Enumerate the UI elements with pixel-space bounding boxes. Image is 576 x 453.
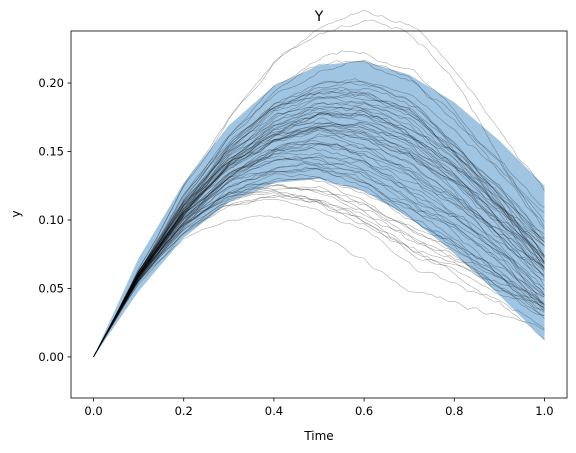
sample-path-line xyxy=(93,125,545,358)
axes-frame xyxy=(70,30,568,399)
sample-path-line xyxy=(93,125,545,358)
y-axis-label: y xyxy=(9,210,23,217)
sample-path-line xyxy=(93,81,545,358)
chart-title: Y xyxy=(314,9,324,25)
sample-path-line xyxy=(93,59,545,358)
y-tick-label: 0.20 xyxy=(38,76,64,90)
sample-path-line xyxy=(93,130,545,358)
sample-path-line xyxy=(93,133,545,358)
sample-path-line xyxy=(93,106,545,358)
sample-path-line xyxy=(93,163,545,358)
sample-path-line xyxy=(93,90,545,358)
sample-path-line xyxy=(93,198,545,358)
sample-path-line xyxy=(93,96,545,358)
sample-path-line xyxy=(93,111,545,358)
x-tick-label: 0.4 xyxy=(265,404,283,418)
x-tick-label: 1.0 xyxy=(535,404,553,418)
x-tick-label: 0.0 xyxy=(84,404,102,418)
sample-path-line xyxy=(93,143,545,358)
sample-path-line xyxy=(93,155,545,358)
sample-path-line xyxy=(93,155,545,358)
x-axis-ticks: 0.0 0.2 0.4 0.6 0.8 1.0 xyxy=(84,398,554,418)
sample-path-line xyxy=(93,105,545,358)
sample-path-line xyxy=(93,135,545,358)
sample-path-line xyxy=(93,176,545,358)
sample-path-line xyxy=(93,81,545,358)
sample-path-line xyxy=(93,113,545,358)
sample-path-line xyxy=(93,177,545,358)
sample-path-line xyxy=(93,113,545,358)
sample-path-line xyxy=(93,78,545,358)
x-tick-label: 0.2 xyxy=(175,404,193,418)
confidence-band xyxy=(93,61,545,357)
plot-area xyxy=(93,9,545,358)
sample-path-line xyxy=(93,102,545,358)
sample-path-line xyxy=(93,60,545,358)
sample-path-line xyxy=(93,107,545,358)
sample-path-line xyxy=(93,117,545,358)
sample-path-line xyxy=(93,190,545,358)
sample-path-line xyxy=(93,95,545,358)
sample-path-line xyxy=(93,183,545,358)
sample-path-line xyxy=(93,173,545,358)
sample-path-line xyxy=(93,139,545,358)
sample-path-line xyxy=(93,161,545,358)
sample-path-line xyxy=(93,184,545,358)
sample-path-line xyxy=(93,86,545,358)
sample-path-line xyxy=(93,89,545,358)
sample-path-line xyxy=(93,194,545,358)
sample-path-line xyxy=(93,113,545,358)
sample-path-line xyxy=(93,146,545,358)
sample-path-line xyxy=(93,94,545,358)
sample-path-line xyxy=(93,187,545,358)
y-tick-label: 0.00 xyxy=(38,350,64,364)
x-tick-label: 0.6 xyxy=(355,404,373,418)
y-axis-ticks: 0.00 0.05 0.10 0.15 0.20 xyxy=(38,76,71,364)
y-tick-label: 0.05 xyxy=(38,281,64,295)
sample-path-line xyxy=(93,157,545,358)
y-tick-label: 0.15 xyxy=(38,145,64,159)
sample-path-line xyxy=(93,168,545,358)
sample-path-line xyxy=(93,109,545,358)
sample-paths xyxy=(93,9,545,358)
sample-path-line xyxy=(93,195,545,358)
sample-path-line xyxy=(93,143,545,358)
sample-path-line xyxy=(93,126,545,358)
sample-path-line xyxy=(93,121,545,358)
sample-path-line xyxy=(93,192,545,358)
sample-path-line xyxy=(93,167,545,358)
sample-path-line xyxy=(93,142,545,358)
sample-path-line xyxy=(93,121,545,358)
sample-path-line xyxy=(93,142,545,358)
x-tick-label: 0.8 xyxy=(445,404,463,418)
sample-path-line xyxy=(93,122,545,358)
x-axis-label: Time xyxy=(303,429,333,443)
sample-path-line xyxy=(93,167,545,358)
sample-path-line xyxy=(93,127,545,358)
sample-path-line xyxy=(93,125,545,358)
sample-path-line xyxy=(93,101,545,358)
sample-path-line xyxy=(93,187,545,358)
sample-path-line xyxy=(93,215,545,358)
sample-path-line xyxy=(93,184,545,358)
sample-path-line xyxy=(93,127,545,358)
sample-path-line xyxy=(93,128,545,358)
sample-path-line xyxy=(93,19,545,358)
sample-path-line xyxy=(93,50,545,358)
sample-path-line xyxy=(93,152,545,358)
sample-path-line xyxy=(93,91,545,358)
sample-path-line xyxy=(93,110,545,358)
y-tick-label: 0.10 xyxy=(38,213,64,227)
sample-path-line xyxy=(93,157,545,358)
sample-path-line xyxy=(93,9,545,358)
